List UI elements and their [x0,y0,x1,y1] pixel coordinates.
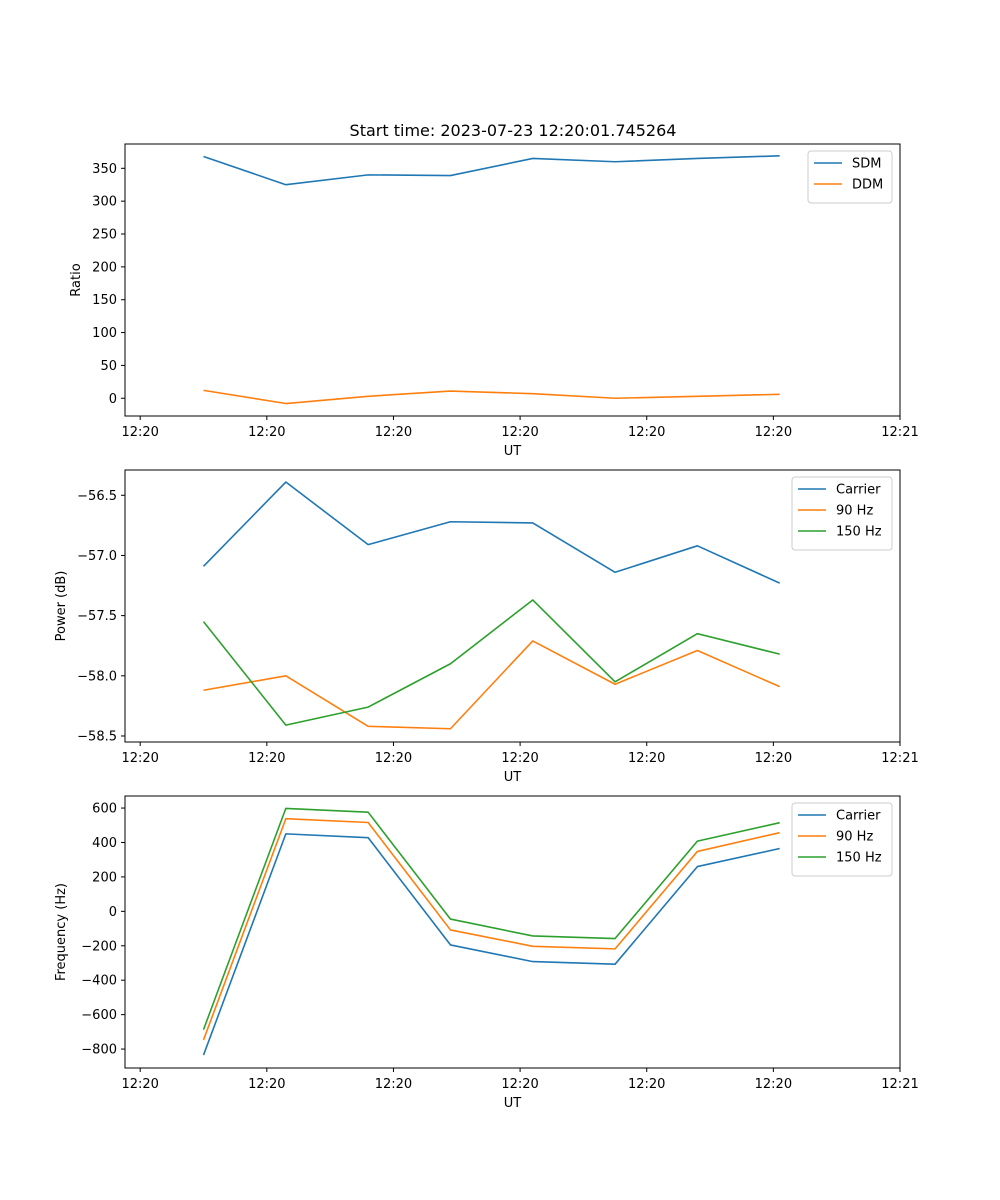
x-tick-label: 12:20 [755,1077,792,1092]
series-line-90-hz [202,817,780,1041]
y-axis-label: Ratio [69,263,84,296]
y-tick-label: −58.0 [77,669,117,684]
x-tick-label: 12:20 [248,751,285,766]
y-tick-label: −58.5 [77,729,117,744]
legend-label: DDM [852,178,883,193]
x-tick-label: 12:20 [501,751,538,766]
x-axis-label: UT [504,1096,522,1111]
x-tick-label: 12:20 [501,425,538,440]
x-tick-label: 12:20 [248,1077,285,1092]
x-tick-label: 12:20 [375,751,412,766]
y-tick-label: 50 [100,359,117,374]
panels: 12:20 12:20 12:20 12:20 12:20 12:20 12:21 0 50 10… [54,143,919,1111]
y-tick-label: −200 [81,939,117,954]
series-line-carrier [202,833,780,1056]
y-tick-label: −56.5 [77,489,117,504]
y-tick-label: 600 [92,802,117,817]
series-line-ddm [203,389,780,405]
x-axis-label: UT [504,770,522,785]
legend-label: 150 Hz [836,851,882,866]
axes-frame [124,143,901,417]
panel-1: 12:20 12:20 12:20 12:20 12:20 12:20 12:21 0 50 10… [69,143,919,459]
legend: SDM DDM [807,150,893,204]
series-line-sdm [203,155,780,186]
y-tick-label: −57.0 [77,549,117,564]
y-tick-label: 350 [92,162,117,177]
x-tick-label: 12:20 [755,425,792,440]
legend-label: 90 Hz [836,504,873,519]
x-tick-label: 12:20 [375,425,412,440]
x-tick-label: 12:21 [881,425,918,440]
y-tick-label: −57.5 [77,609,117,624]
x-tick-label: 12:20 [121,425,158,440]
x-tick-label: 12:20 [501,1077,538,1092]
legend: Carrier 90 Hz 150 Hz [791,476,893,551]
x-tick-label: 12:20 [628,1077,665,1092]
panel-2: 12:20 12:20 12:20 12:20 12:20 12:20 12:21 −56.5… [54,469,919,785]
x-axis-label: UT [504,444,522,459]
y-tick-label: −800 [81,1043,117,1058]
y-tick-label: −400 [81,974,117,989]
x-tick-label: 12:20 [121,751,158,766]
series-line-carrier [202,481,781,584]
y-tick-label: 0 [109,905,117,920]
series-line-90-hz [203,640,781,730]
x-tick-label: 12:20 [628,425,665,440]
axes-frame [124,469,901,743]
y-tick-label: 400 [92,836,117,851]
legend: Carrier 90 Hz 150 Hz [791,802,893,877]
y-tick-label: 300 [92,195,117,210]
legend-label: Carrier [836,809,881,824]
legend-label: 150 Hz [836,525,882,540]
series-line-150-hz [202,807,780,1030]
x-tick-label: 12:20 [121,1077,158,1092]
x-tick-label: 12:21 [881,1077,918,1092]
x-tick-label: 12:20 [755,751,792,766]
y-tick-label: 150 [92,293,117,308]
y-tick-label: −600 [81,1008,117,1023]
legend-label: SDM [852,157,881,172]
x-tick-label: 12:20 [628,751,665,766]
panel-3: 12:20 12:20 12:20 12:20 12:20 12:20 12:21 600 40… [54,795,919,1111]
y-axis-label: Frequency (Hz) [54,883,69,981]
y-axis-label: Power (dB) [54,571,69,642]
x-tick-label: 12:21 [881,751,918,766]
y-tick-label: 200 [92,870,117,885]
y-tick-label: 200 [92,260,117,275]
axes-frame [124,795,901,1069]
legend-label: 90 Hz [836,830,873,845]
legend-label: Carrier [836,483,881,498]
x-tick-label: 12:20 [248,425,285,440]
y-tick-label: 250 [92,228,117,243]
series-line-150-hz [202,599,780,726]
x-tick-label: 12:20 [375,1077,412,1092]
y-tick-label: 0 [109,392,117,407]
y-tick-label: 100 [92,326,117,341]
figure-title: Start time: 2023-07-23 12:20:01.745264 [350,121,677,140]
legend-box [807,150,893,204]
